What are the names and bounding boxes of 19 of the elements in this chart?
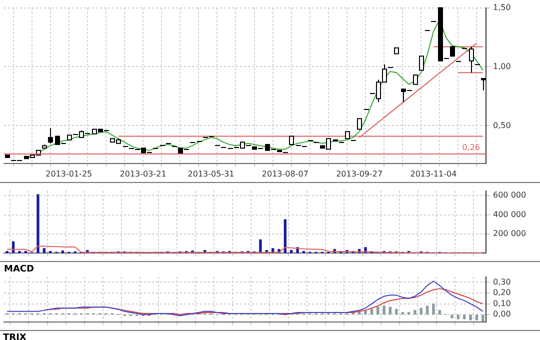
x-tick-label: 2013-03-21 bbox=[120, 169, 166, 178]
x-tick-label: 2013-05-31 bbox=[188, 169, 234, 178]
chart-title: MACD bbox=[4, 264, 34, 275]
y-tick-label: 0,00 bbox=[493, 310, 511, 319]
x-tick-label: 2013-09-27 bbox=[336, 169, 383, 178]
y-tick-label: 0,30 bbox=[493, 277, 511, 286]
y-tick-label: 1,50 bbox=[493, 2, 511, 12]
x-tick-label: 2013-08-07 bbox=[262, 169, 308, 178]
y-tick-label: 600 000 bbox=[493, 190, 526, 200]
text: TRIX bbox=[0, 331, 540, 340]
y-tick-label: 400 000 bbox=[493, 210, 526, 219]
y-tick-label: 0,20 bbox=[493, 288, 511, 298]
y-tick-label: 200 000 bbox=[493, 229, 526, 238]
x-tick-label: 2013-11-04 bbox=[410, 169, 457, 178]
y-tick-label: 0,10 bbox=[493, 298, 511, 308]
ref-line-label: 0,26 bbox=[462, 142, 480, 152]
x-tick-label: 2013-01-25 bbox=[46, 169, 92, 178]
y-tick-label: 1,00 bbox=[493, 62, 511, 71]
y-tick-label: 0,50 bbox=[493, 120, 511, 130]
